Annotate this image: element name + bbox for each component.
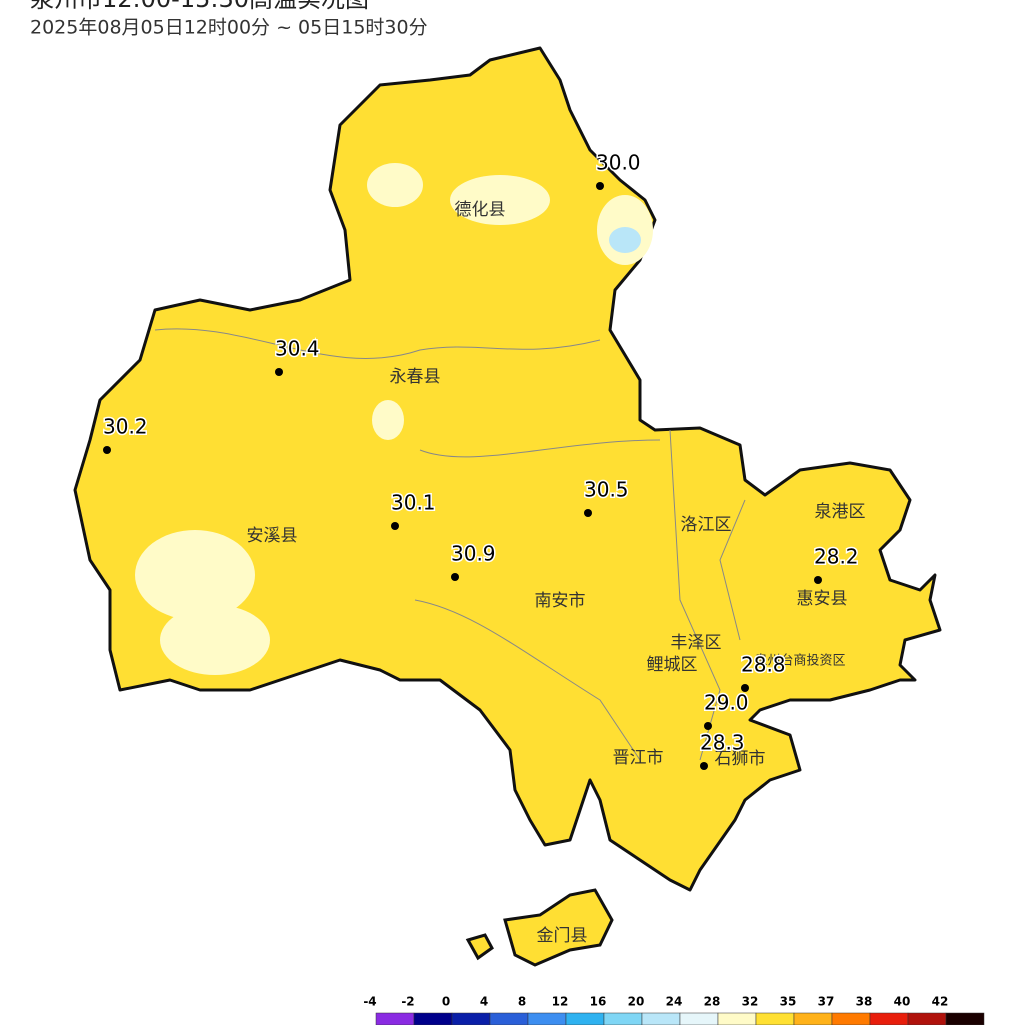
boundary: [154, 328, 601, 359]
region-label: 石狮市: [715, 749, 766, 769]
legend-swatch: [679, 1012, 719, 1026]
legend-swatch: [907, 1012, 947, 1026]
cool-patch: [372, 400, 404, 440]
region-label: 惠安县: [797, 589, 848, 609]
region-label: 金门县: [537, 926, 588, 946]
station-value: 29.0: [704, 691, 749, 715]
legend-label: -4: [363, 995, 376, 1009]
station-value: 30.2: [103, 415, 148, 439]
legend-label: 42: [932, 995, 949, 1009]
station-dot: [391, 522, 399, 530]
legend-label: 38: [856, 995, 873, 1009]
region-label: 南安市: [535, 591, 586, 611]
cool-patches: [135, 163, 653, 675]
region-label: 永春县: [390, 367, 441, 387]
station-dot: [700, 762, 708, 770]
station-dot: [584, 509, 592, 517]
legend-swatch: [489, 1012, 529, 1026]
region-label: 德化县: [455, 200, 506, 220]
legend-swatch: [451, 1012, 491, 1026]
legend-swatch: [831, 1012, 871, 1026]
station-value: 30.4: [275, 337, 320, 361]
station-value: 30.1: [391, 491, 436, 515]
station-dot: [741, 684, 749, 692]
station-value: 28.8: [741, 653, 786, 677]
cool-patch: [450, 175, 550, 225]
legend-label: 40: [894, 995, 911, 1009]
legend-label: 16: [590, 995, 607, 1009]
legend-label: 37: [818, 995, 835, 1009]
legend-swatch: [565, 1012, 605, 1026]
station-value: 28.3: [700, 731, 745, 755]
station-value: 30.5: [584, 478, 629, 502]
mainland: [73, 46, 942, 892]
cool-patch: [135, 530, 255, 620]
map-subtitle: 2025年08月05日12时00分 ~ 05日15时30分: [30, 17, 428, 39]
region-label: 泉港区: [815, 502, 866, 522]
boundary: [419, 439, 661, 458]
region-label: 泉州台商投资区: [754, 653, 845, 669]
station-dot: [814, 576, 822, 584]
station-value: 30.9: [451, 542, 496, 566]
legend-label: 24: [666, 995, 683, 1009]
small-island: [465, 933, 494, 961]
warm-free-patch: [609, 227, 641, 253]
region-label: 晋江市: [613, 748, 664, 768]
legend-label: 35: [780, 995, 797, 1009]
boundary: [414, 599, 641, 761]
station-dot: [451, 573, 459, 581]
legend-swatch: [527, 1012, 567, 1026]
legend-label: 20: [628, 995, 645, 1009]
legend-swatch: [945, 1012, 985, 1026]
legend-swatch: [375, 1012, 415, 1026]
station-dot: [275, 368, 283, 376]
region-label: 鲤城区: [647, 655, 698, 675]
region-label: 洛江区: [681, 515, 732, 535]
region-label: 安溪县: [247, 526, 298, 546]
station-value: 28.2: [814, 545, 859, 569]
legend-label: -2: [401, 995, 414, 1009]
legend-label: 0: [442, 995, 450, 1009]
region-label: 丰泽区: [671, 633, 722, 653]
cool-patch: [367, 163, 423, 207]
legend-swatch: [413, 1012, 453, 1026]
legend-swatch: [717, 1012, 757, 1026]
legend-swatch: [641, 1012, 681, 1026]
legend-swatch: [755, 1012, 795, 1026]
legend-label: 32: [742, 995, 759, 1009]
legend-label: 8: [518, 995, 526, 1009]
station-dot: [596, 182, 604, 190]
jinmen-island: [503, 888, 614, 967]
station-dot: [103, 446, 111, 454]
legend-label: 4: [480, 995, 488, 1009]
legend-label: 28: [704, 995, 721, 1009]
legend-swatch: [869, 1012, 909, 1026]
legend-swatch: [793, 1012, 833, 1026]
station-value: 30.0: [596, 151, 641, 175]
legend-swatch: [603, 1012, 643, 1026]
boundary: [719, 499, 746, 641]
cool-patch: [160, 605, 270, 675]
legend-label: 12: [552, 995, 569, 1009]
map-title: 泉州市12:00-15:30高温实况图: [30, 0, 369, 13]
station-dot: [704, 722, 712, 730]
